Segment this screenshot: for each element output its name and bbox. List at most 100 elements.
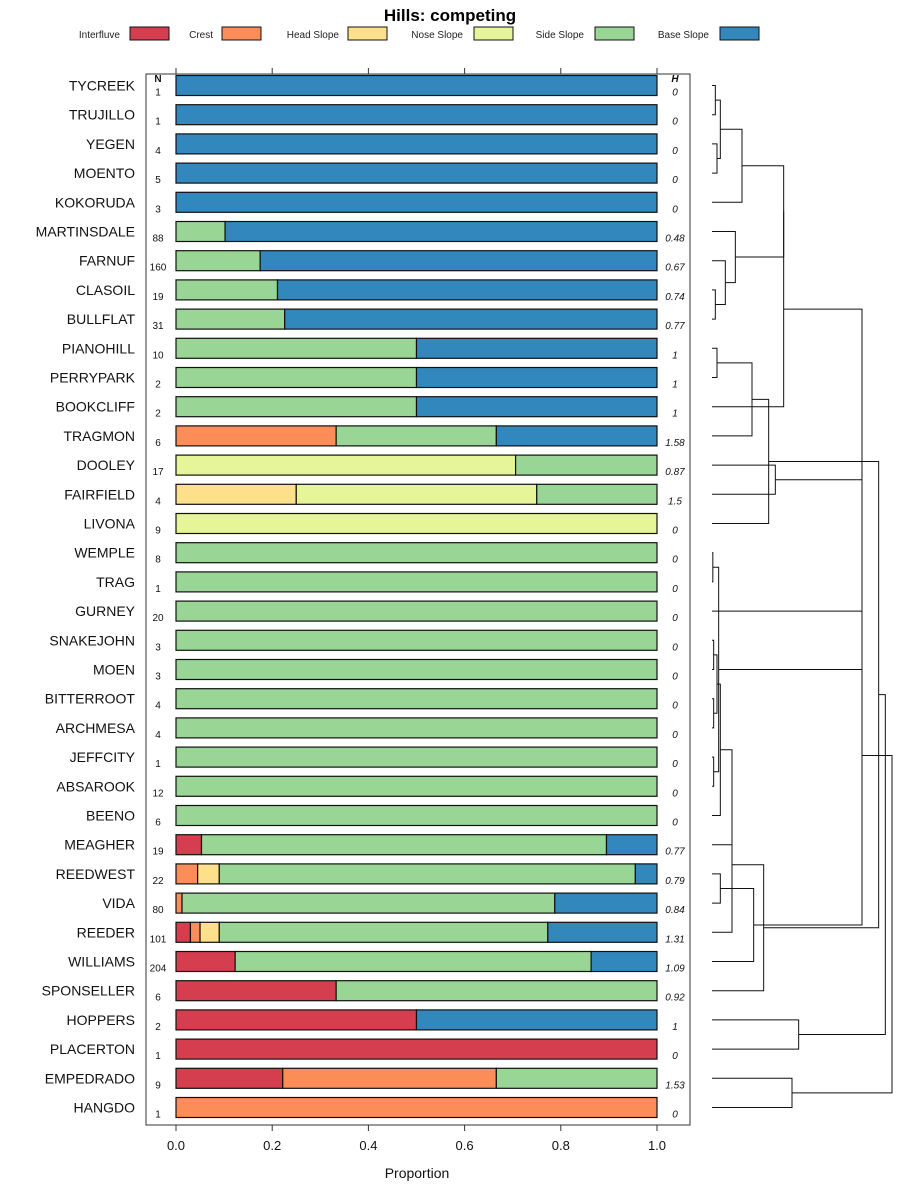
row-label: ARCHMESA: [56, 720, 136, 736]
row-label: HOPPERS: [67, 1012, 135, 1028]
legend-swatch-nose-slope: [473, 26, 514, 41]
bar-segment-crest: [175, 892, 183, 914]
row-n-value: 1: [155, 1110, 161, 1121]
row-label: MEAGHER: [64, 837, 135, 853]
row-label: PERRYPARK: [50, 370, 136, 386]
row-h-value: 0.92: [665, 993, 685, 1004]
row-h-value: 0: [672, 613, 678, 624]
row-label: REEDER: [77, 924, 135, 940]
bar-segment-side-slope: [175, 629, 658, 651]
row-n-value: 2: [155, 1022, 161, 1033]
bar-row-yegen: YEGEN 4 0: [86, 133, 678, 157]
bar-segment-side-slope: [175, 804, 658, 827]
dendrogram-link: [712, 231, 736, 284]
legend-swatch-crest: [221, 26, 262, 41]
bar-segment-side-slope: [514, 454, 658, 476]
row-n-value: 88: [152, 234, 164, 245]
row-label: BITTERROOT: [45, 691, 136, 707]
bar-row-wemple: WEMPLE 8 0: [74, 542, 678, 566]
row-n-value: 9: [155, 526, 161, 537]
row-label: TRUJILLO: [69, 107, 135, 123]
row-n-value: 5: [155, 175, 161, 186]
bar-row-moento: MOENTO 5 0: [74, 162, 678, 186]
row-n-value: 80: [152, 905, 164, 916]
bar-segment-nose-slope: [175, 454, 517, 476]
row-label: BULLFLAT: [67, 311, 136, 327]
bar-row-archmesa: ARCHMESA 4 0: [56, 717, 678, 741]
row-label: BEENO: [86, 808, 135, 824]
row-h-value: 1.31: [665, 934, 684, 945]
row-label: KOKORUDA: [55, 194, 136, 210]
dendrogram-link: [712, 260, 726, 305]
bar-segment-side-slope: [175, 279, 279, 301]
bar-segment-base-slope: [605, 834, 658, 856]
row-h-value: 0: [672, 175, 678, 186]
legend-swatch-side-slope: [594, 26, 635, 41]
row-h-value: 0: [672, 672, 678, 683]
bar-segment-crest: [175, 1096, 658, 1119]
row-label: VIDA: [102, 895, 135, 911]
legend-label-head-slope: Head Slope: [287, 30, 340, 41]
dendrogram-link: [792, 755, 893, 1094]
row-n-value: 31: [152, 321, 164, 332]
row-n-value: 19: [152, 292, 164, 303]
bar-row-moen: MOEN 3 0: [93, 658, 678, 683]
row-n-value: 1: [155, 584, 161, 595]
row-n-value: 20: [152, 613, 164, 624]
bar-row-absarook: ABSAROOK 12 0: [56, 775, 678, 799]
row-n-value: 1: [155, 1051, 161, 1062]
row-n-value: 1: [155, 759, 161, 770]
dendrogram: [712, 85, 893, 1108]
dendrogram-link: [712, 873, 721, 904]
bar-segment-side-slope: [335, 980, 658, 1002]
row-label: JEFFCITY: [70, 749, 136, 765]
bar-row-trag: TRAG 1 0: [96, 571, 678, 595]
bar-segment-head-slope: [199, 921, 220, 943]
bar-segment-head-slope: [175, 483, 297, 505]
row-h-value: 0: [672, 701, 678, 712]
row-n-value: 101: [150, 934, 167, 945]
row-label: TYCREEK: [69, 78, 136, 94]
row-h-value: 0: [672, 555, 678, 566]
bar-row-pianohill: PIANOHILL 10 1: [62, 337, 678, 361]
row-label: YEGEN: [86, 136, 135, 152]
bar-segment-head-slope: [197, 863, 220, 885]
legend-label-base-slope: Base Slope: [658, 30, 710, 41]
bar-row-trujillo: TRUJILLO 1 0: [69, 104, 678, 128]
bar-row-empedrado: EMPEDRADO 9 1.53: [45, 1067, 685, 1091]
row-h-value: 0: [672, 788, 678, 799]
h-column-header: H: [671, 74, 679, 85]
row-h-value: 1: [672, 350, 678, 361]
row-n-value: 22: [152, 876, 164, 887]
row-h-value: 0.67: [665, 263, 685, 274]
row-h-value: 0.48: [665, 234, 685, 245]
chart-title: Hills: competing: [384, 6, 516, 25]
x-axis: 0.0 0.2 0.4 0.6 0.8 1.0: [167, 68, 666, 1153]
row-label: MOENTO: [74, 165, 135, 181]
bar-segment-interfluve: [175, 950, 236, 973]
bar-segment-side-slope: [234, 950, 592, 973]
bar-segment-crest: [175, 863, 199, 885]
dendrogram-link: [712, 289, 716, 320]
bar-segment-interfluve: [175, 1038, 658, 1060]
row-n-value: 160: [150, 263, 167, 274]
row-label: PLACERTON: [50, 1041, 135, 1057]
bar-segment-side-slope: [175, 250, 261, 272]
bar-segment-base-slope: [284, 308, 658, 330]
bar-segment-side-slope: [335, 425, 497, 447]
bar-row-bitterroot: BITTERROOT 4 0: [45, 688, 678, 712]
row-h-value: 1: [672, 1022, 678, 1033]
legend-swatch-interfluve: [129, 26, 170, 41]
row-n-value: 10: [152, 350, 164, 361]
bar-row-fairfield: FAIRFIELD 4 1.5: [64, 483, 682, 507]
row-label: FARNUF: [79, 253, 135, 269]
bar-row-meagher: MEAGHER 19 0.77: [64, 834, 685, 858]
bar-row-sponseller: SPONSELLER 6 0.92: [42, 980, 685, 1004]
row-label: HANGDO: [74, 1100, 136, 1116]
row-h-value: 0.87: [665, 467, 685, 478]
bar-row-perrypark: PERRYPARK 2 1: [50, 366, 678, 391]
dendrogram-link: [712, 552, 714, 583]
bar-row-livona: LIVONA 9 0: [84, 512, 678, 537]
dendrogram-link: [712, 211, 785, 408]
row-h-value: 0: [672, 526, 678, 537]
